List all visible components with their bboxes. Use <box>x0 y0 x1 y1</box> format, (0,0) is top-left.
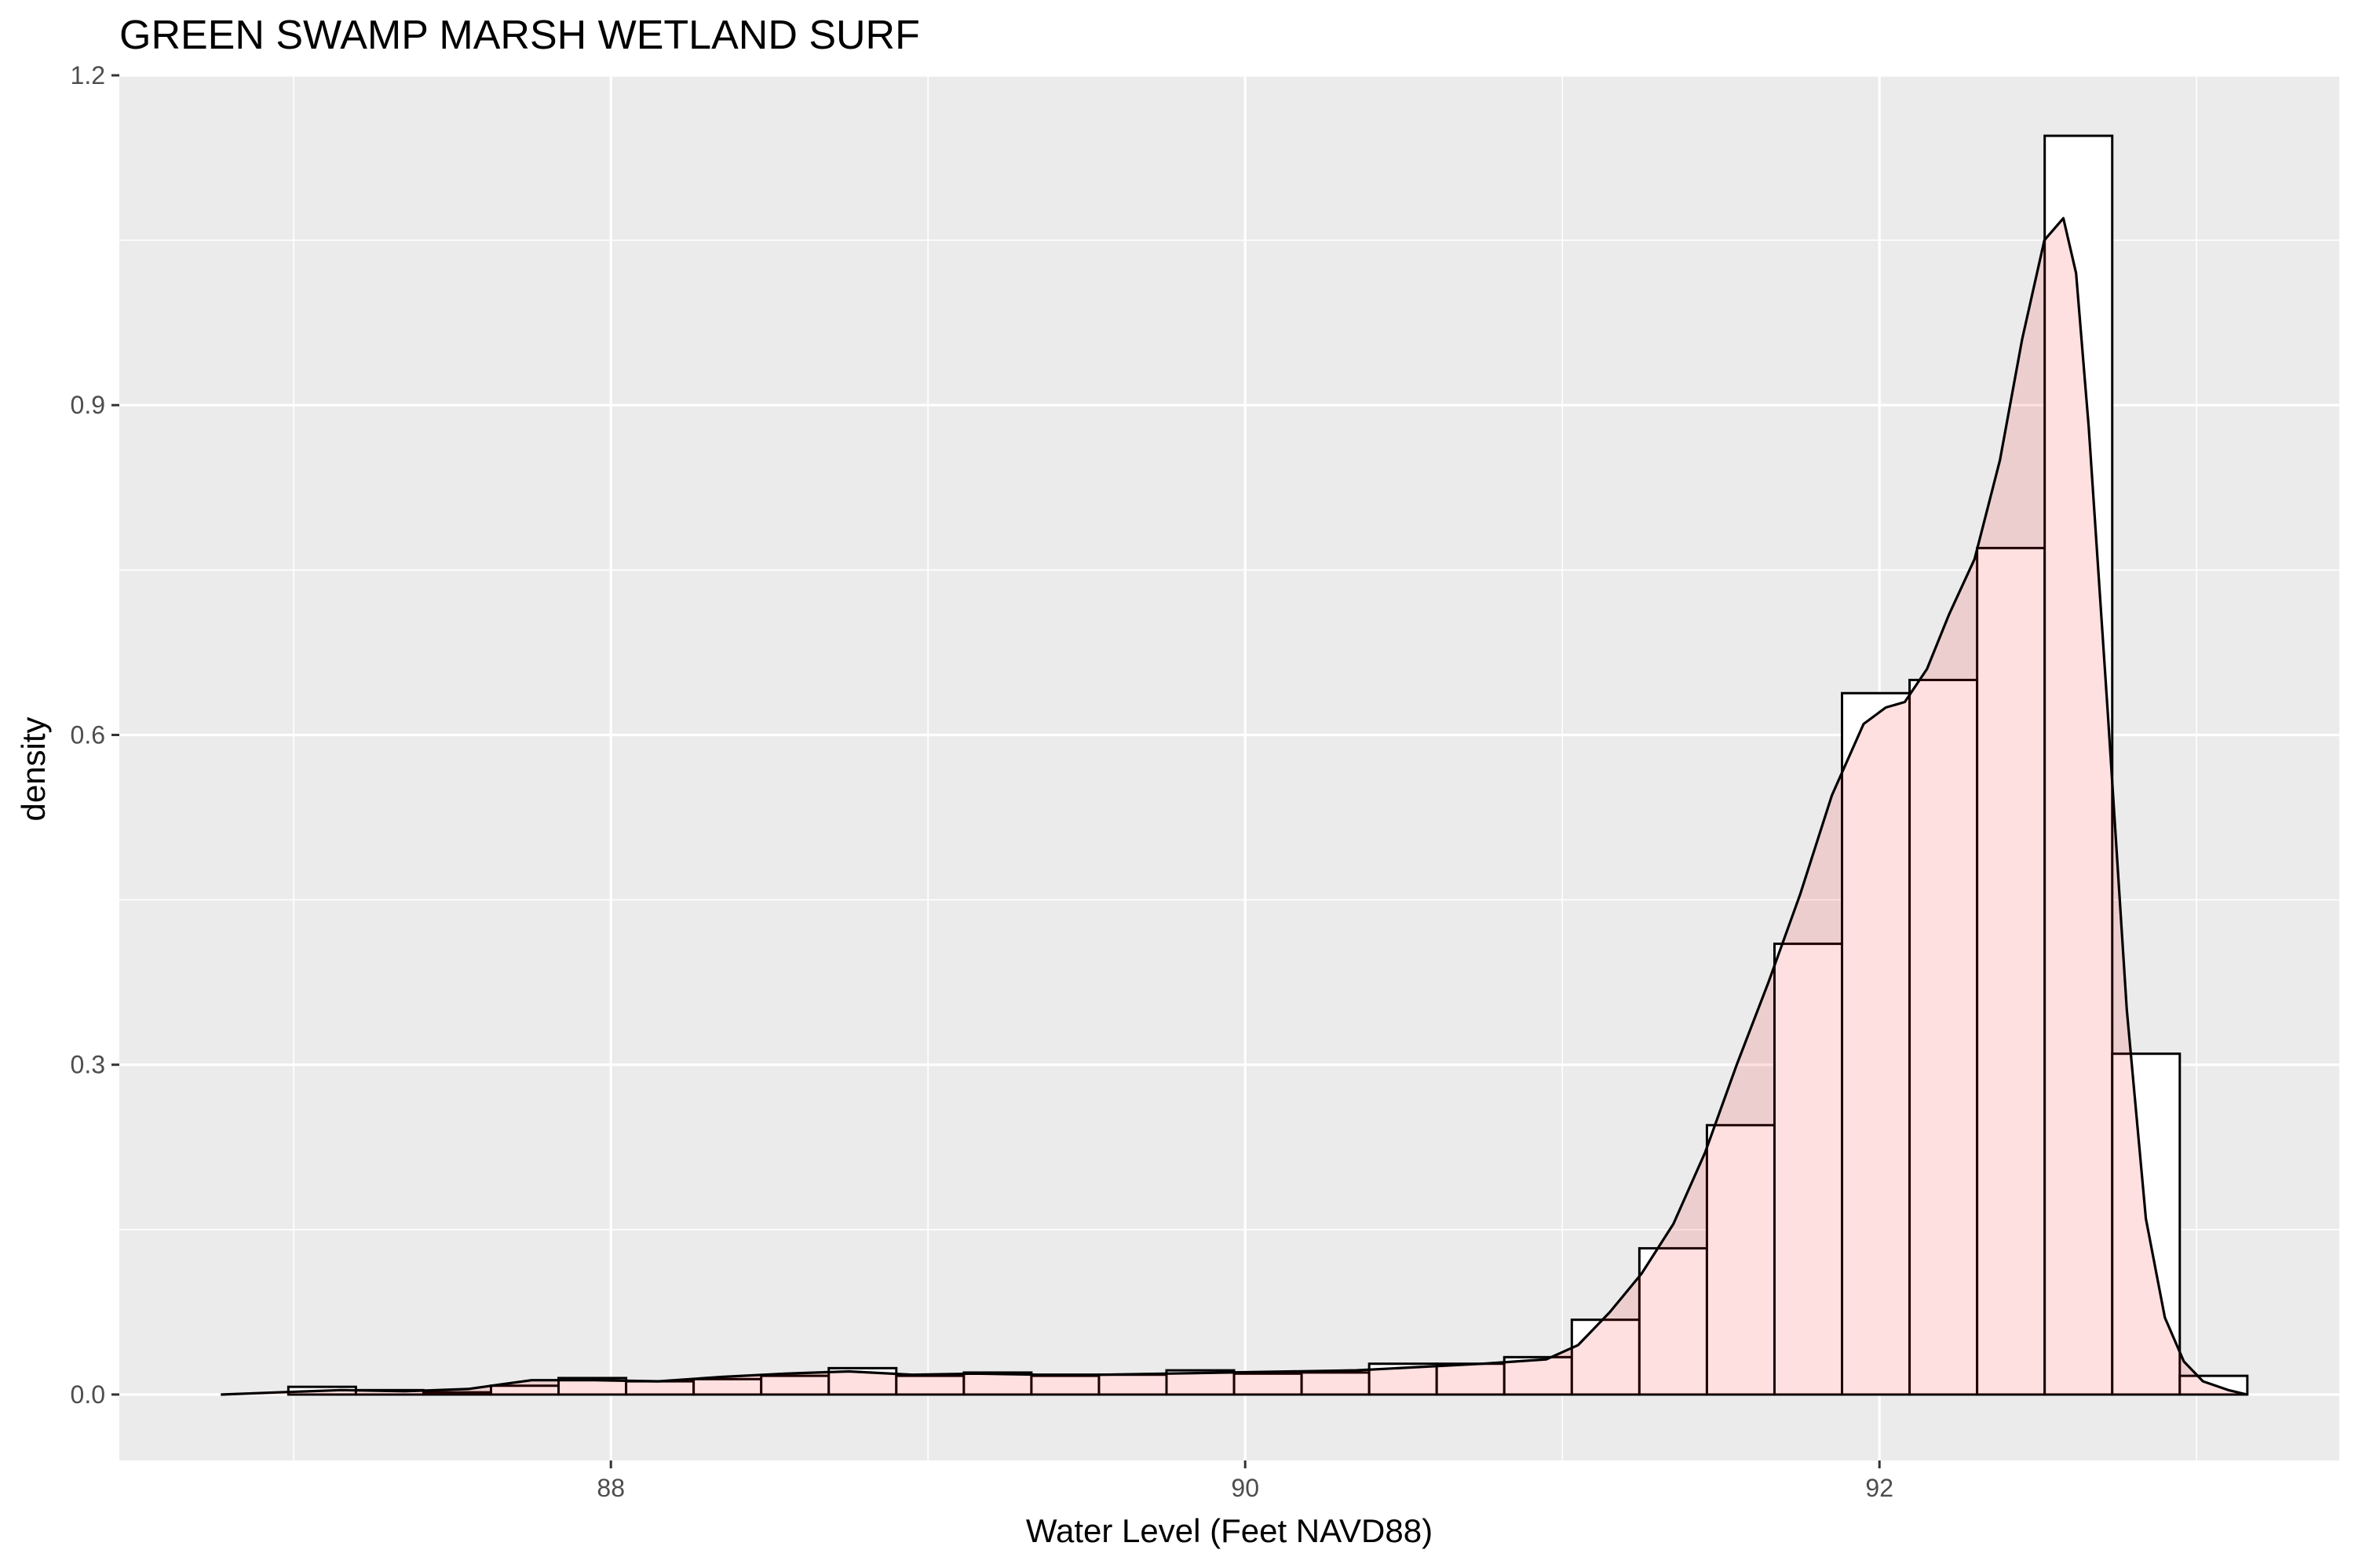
density-line <box>221 217 2248 1396</box>
x-tick-label: 88 <box>597 1474 625 1502</box>
y-axis-title: density <box>15 717 52 821</box>
histogram-bar <box>1841 691 1911 1396</box>
y-tick-label: 1.2 <box>71 61 105 89</box>
x-tick-label: 90 <box>1231 1474 1259 1502</box>
y-axis: 0.0 0.3 0.6 0.9 1.2 <box>71 61 119 1409</box>
histogram-bar <box>1976 546 2046 1396</box>
histogram-bar <box>1570 1318 1641 1396</box>
histogram-bar <box>1232 1372 1303 1396</box>
x-axis-title: Water Level (Feet NAVD88) <box>1026 1512 1433 1549</box>
density-curve <box>221 217 2248 1396</box>
histogram-bar <box>1908 678 1979 1396</box>
y-tick-label: 0.6 <box>71 720 105 749</box>
histogram-bar <box>1502 1355 1573 1396</box>
chart-title: GREEN SWAMP MARSH WETLAND SURF <box>119 13 920 58</box>
x-tick-label: 92 <box>1865 1474 1893 1502</box>
histogram-bar <box>962 1371 1033 1396</box>
y-tick-label: 0.3 <box>71 1051 105 1079</box>
histogram-bar <box>2043 134 2114 1396</box>
y-tick-label: 0.9 <box>71 391 105 419</box>
histogram-bar <box>1773 943 1844 1396</box>
y-tick-label: 0.0 <box>71 1380 105 1409</box>
density-area <box>221 218 2247 1395</box>
x-axis: 88 90 92 <box>597 1460 1893 1502</box>
histogram-bar <box>1638 1247 1708 1396</box>
